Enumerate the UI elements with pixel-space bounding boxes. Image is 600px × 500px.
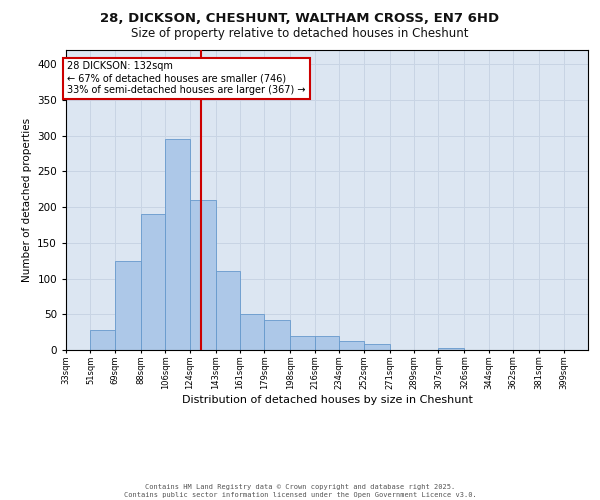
Bar <box>265 320 290 350</box>
Bar <box>240 314 265 350</box>
Bar <box>91 330 115 350</box>
Bar <box>215 272 240 350</box>
Y-axis label: Number of detached properties: Number of detached properties <box>22 118 32 282</box>
Text: 28 DICKSON: 132sqm
← 67% of detached houses are smaller (746)
33% of semi-detach: 28 DICKSON: 132sqm ← 67% of detached hou… <box>67 62 306 94</box>
Bar <box>165 140 190 350</box>
Bar <box>190 200 215 350</box>
X-axis label: Distribution of detached houses by size in Cheshunt: Distribution of detached houses by size … <box>182 395 472 405</box>
Bar <box>315 336 339 350</box>
Bar <box>115 260 141 350</box>
Text: Size of property relative to detached houses in Cheshunt: Size of property relative to detached ho… <box>131 28 469 40</box>
Bar <box>290 336 315 350</box>
Text: 28, DICKSON, CHESHUNT, WALTHAM CROSS, EN7 6HD: 28, DICKSON, CHESHUNT, WALTHAM CROSS, EN… <box>100 12 500 26</box>
Bar <box>339 340 364 350</box>
Bar <box>364 344 389 350</box>
Text: Contains HM Land Registry data © Crown copyright and database right 2025.
Contai: Contains HM Land Registry data © Crown c… <box>124 484 476 498</box>
Bar <box>141 214 165 350</box>
Bar <box>439 348 464 350</box>
